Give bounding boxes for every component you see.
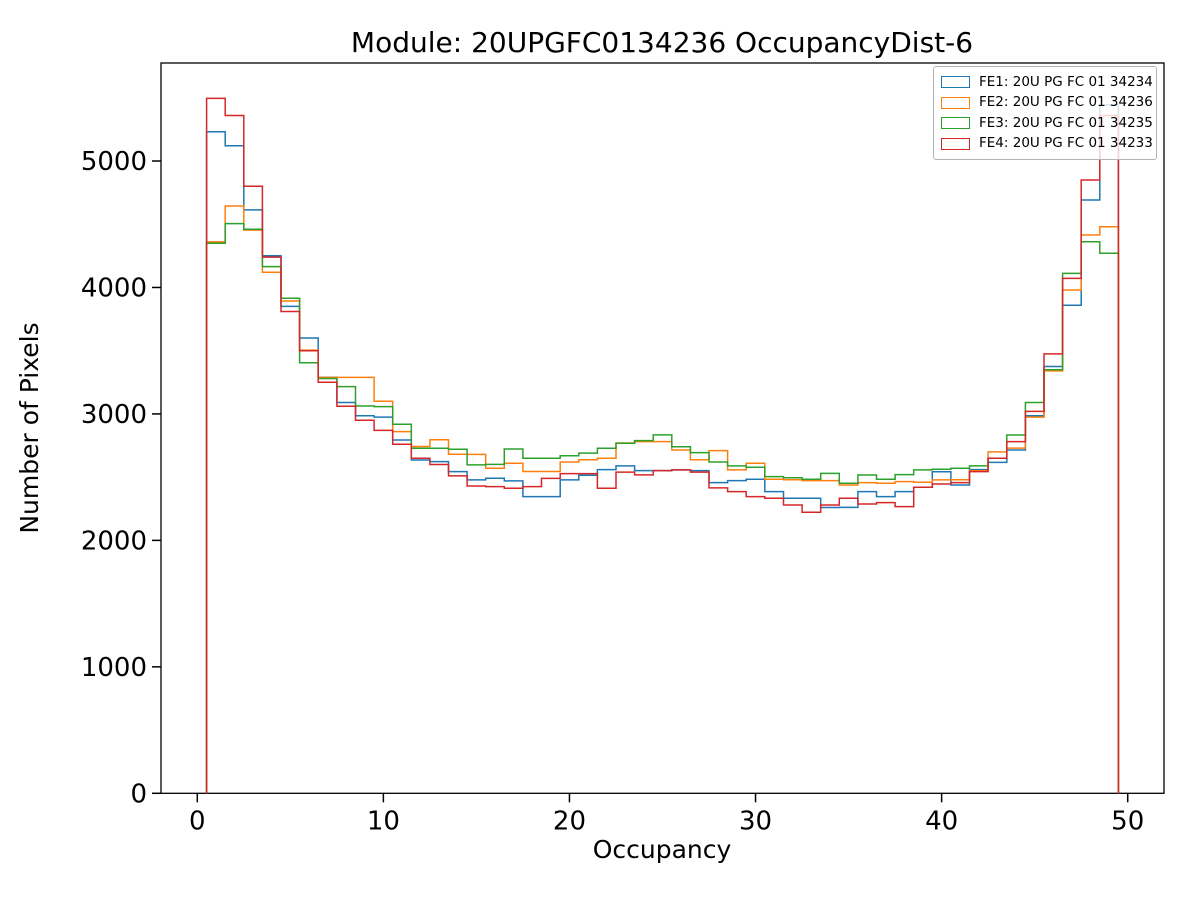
histogram-series: [205, 97, 1120, 794]
x-tick-label: 30: [739, 806, 772, 836]
legend-label: FE3: 20U PG FC 01 34235: [979, 114, 1153, 131]
legend-row: FE1: 20U PG FC 01 34234: [941, 72, 1153, 93]
legend-row: FE2: 20U PG FC 01 34236: [941, 93, 1153, 114]
y-tick-label: 2000: [81, 526, 147, 556]
y-tick-label: 3000: [81, 400, 147, 430]
x-tick-label: 20: [553, 806, 586, 836]
legend-label: FE4: 20U PG FC 01 34233: [979, 135, 1153, 151]
x-tick-label: 40: [925, 806, 958, 836]
legend-label: FE2: 20U PG FC 01 34236: [979, 94, 1153, 110]
x-tick-label: 50: [1111, 806, 1144, 836]
legend-swatch: [941, 137, 970, 150]
x-tick-label: 0: [189, 806, 206, 836]
legend-swatch: [941, 96, 970, 109]
histogram-series: [205, 205, 1120, 794]
y-tick-label: 4000: [81, 273, 147, 303]
y-axis-label: Number of Pixels: [15, 322, 44, 533]
legend-row: FE4: 20U PG FC 01 34233: [941, 134, 1153, 155]
y-tick-label: 1000: [81, 653, 147, 683]
y-tick-label: 0: [130, 779, 147, 809]
y-tick-label: 5000: [81, 147, 147, 177]
axes-frame: [160, 62, 1165, 794]
x-axis-label: Occupancy: [593, 835, 732, 864]
legend-row: FE3: 20U PG FC 01 34235: [941, 113, 1153, 134]
chart-title: Module: 20UPGFC0134236 OccupancyDist-6: [351, 26, 973, 59]
legend: FE1: 20U PG FC 01 34234 FE2: 20U PG FC 01…: [933, 66, 1157, 160]
legend-swatch: [941, 117, 970, 130]
legend-label: FE1: 20U PG FC 01 34234: [979, 73, 1153, 90]
histogram-series: [205, 222, 1120, 794]
legend-swatch: [941, 76, 970, 89]
x-tick-label: 10: [367, 806, 400, 836]
histogram-series: [205, 104, 1120, 794]
